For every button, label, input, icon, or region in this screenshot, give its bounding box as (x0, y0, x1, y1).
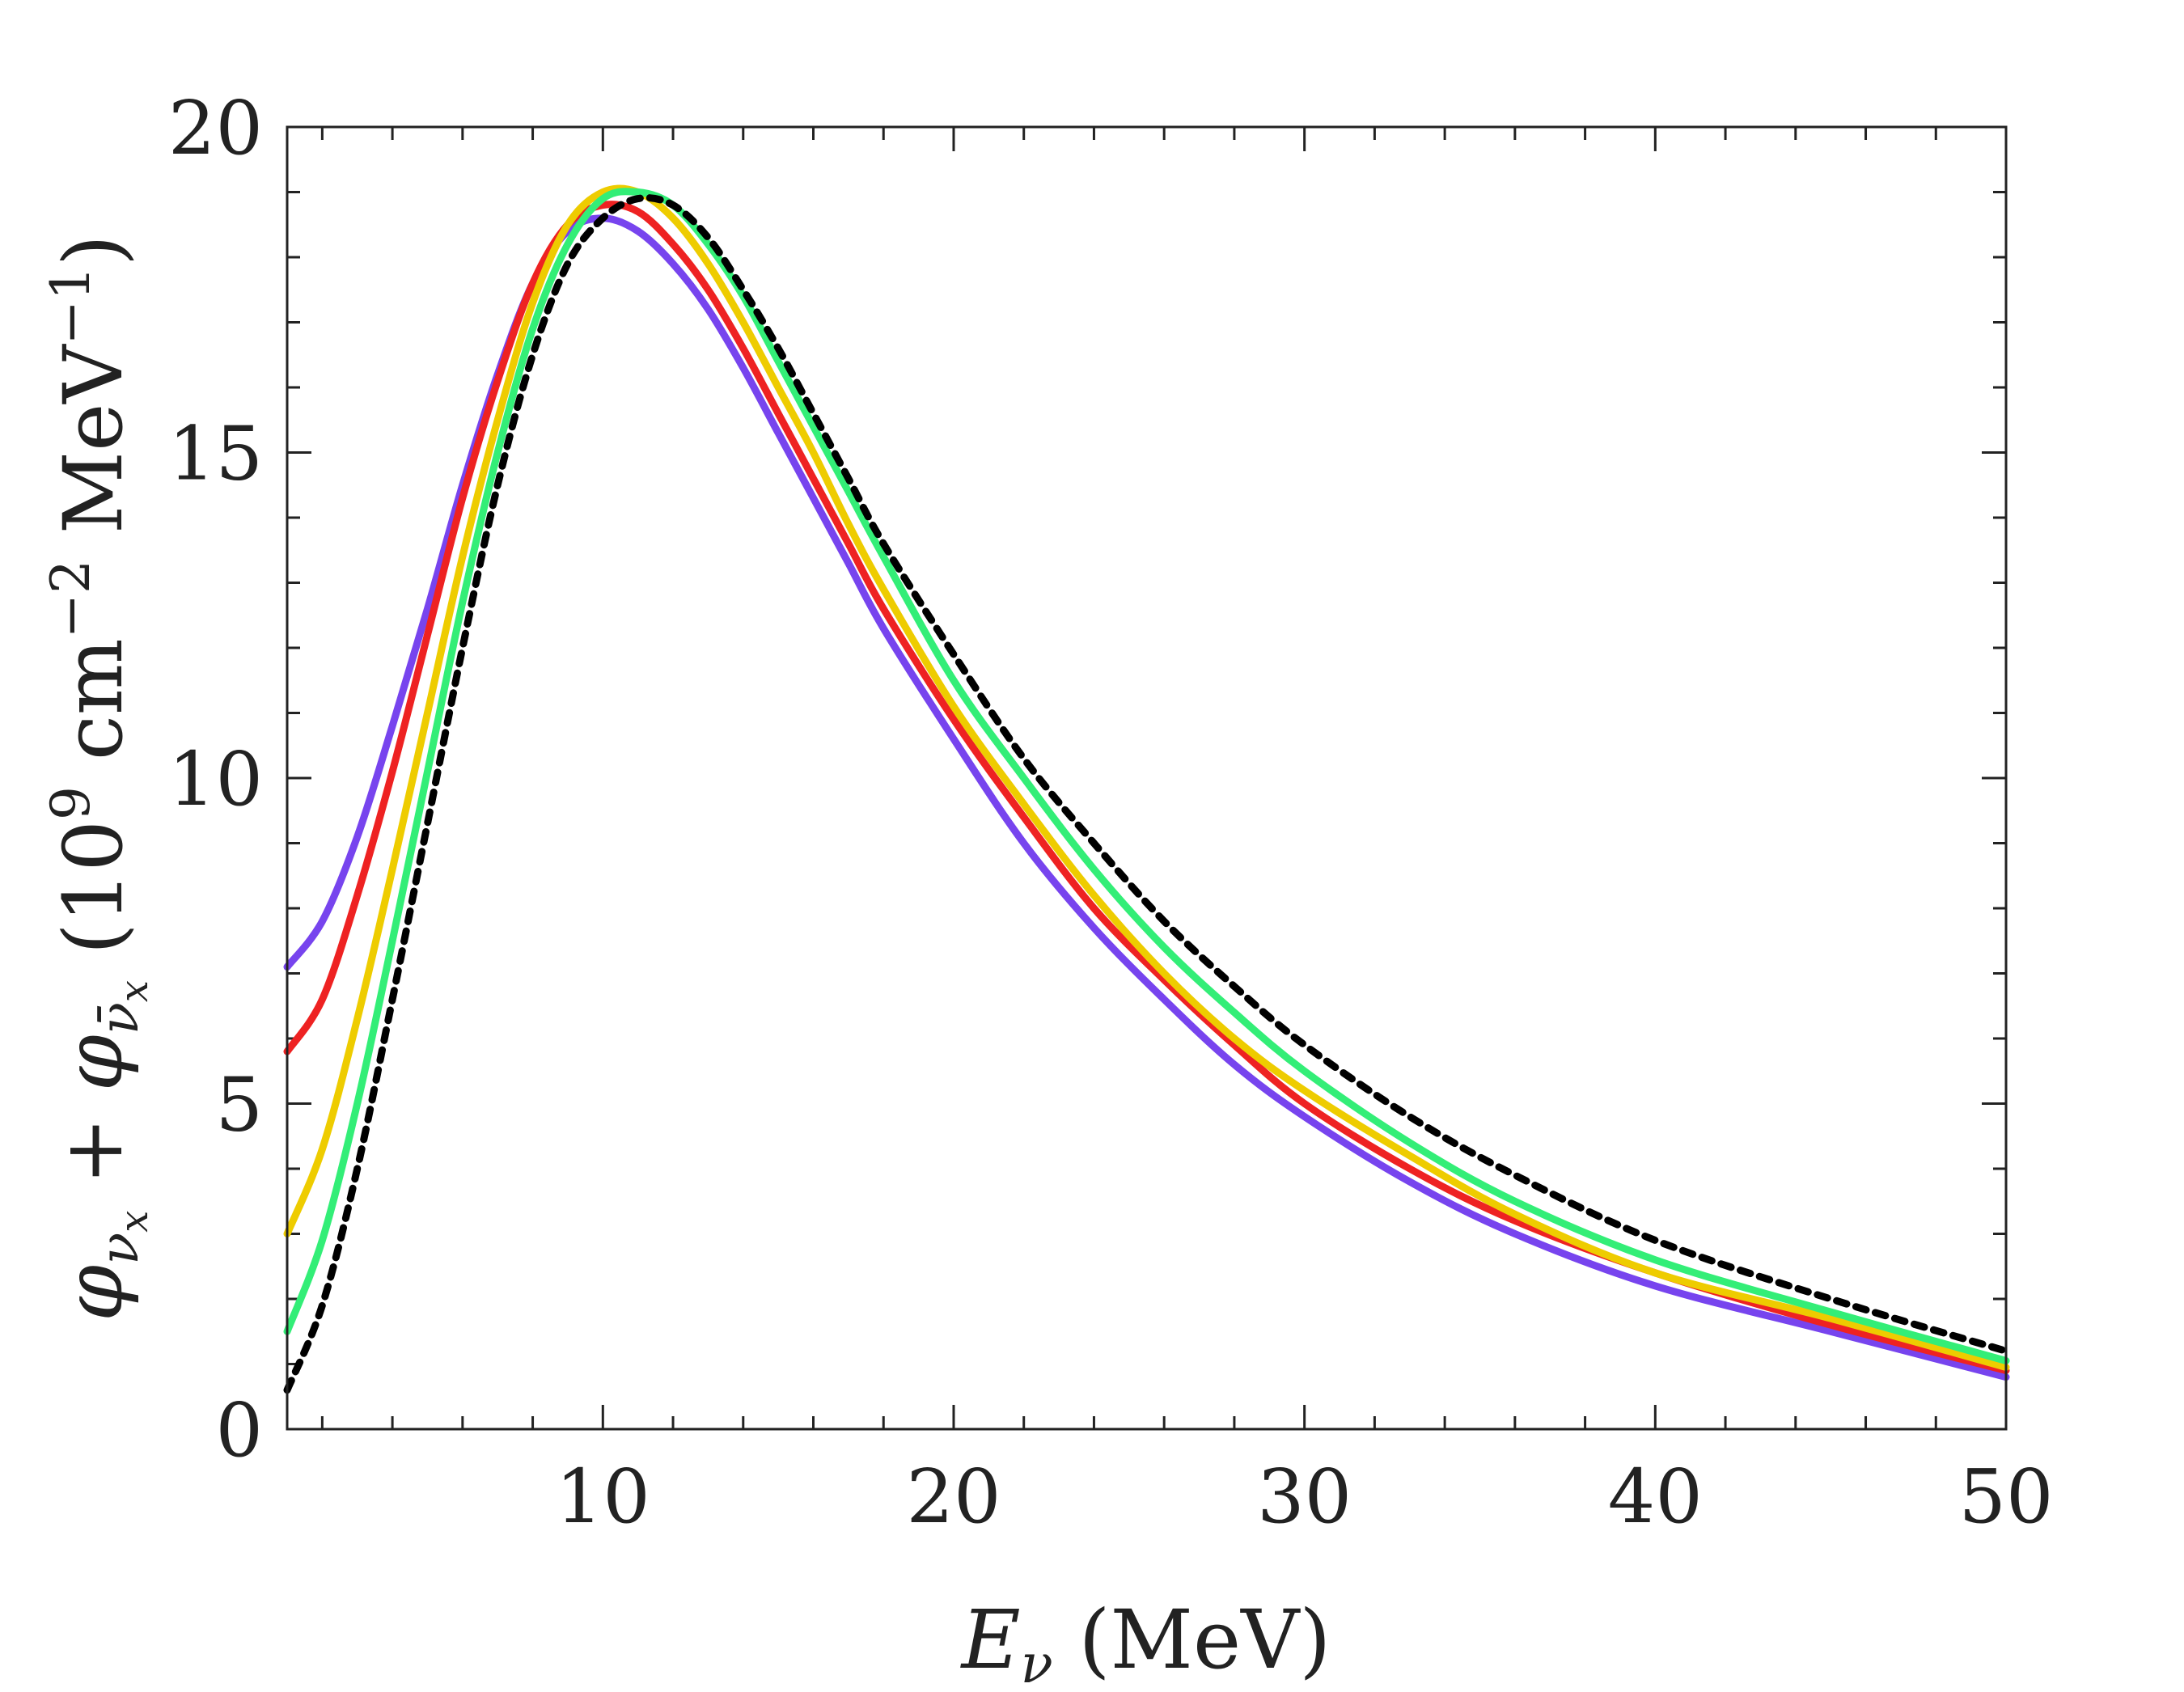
y-axis-end: ) (46, 235, 141, 266)
y-axis-subsub1: x (112, 1211, 157, 1233)
series-purple-line (283, 214, 2010, 1381)
y-axis-phi2: φ (46, 1034, 141, 1091)
y-axis-exp1: 9 (40, 786, 102, 820)
y-axis-plus: + (46, 1091, 141, 1210)
y-axis-mid: cm (46, 638, 141, 786)
series-black-dotted-line (283, 194, 2010, 1394)
x-tick-label: 40 (1608, 1453, 1703, 1540)
x-axis-subscript: ν (1021, 1633, 1053, 1692)
y-axis-exp3: −1 (40, 266, 102, 345)
y-tick-label: 20 (168, 85, 263, 171)
series-red-line (283, 201, 2010, 1374)
x-axis-unit: (MeV) (1053, 1593, 1331, 1687)
x-tick-label: 20 (906, 1453, 1001, 1540)
y-axis-subsub2: x (112, 980, 157, 1002)
series-yellow-line (283, 184, 2010, 1371)
y-axis-sub2: ν̄ (88, 1002, 150, 1034)
y-tick-label: 0 (215, 1387, 263, 1474)
x-tick-label: 30 (1257, 1453, 1352, 1540)
plot-frame (286, 125, 2008, 1431)
y-tick-label: 10 (168, 736, 263, 823)
series-green-line (283, 188, 2010, 1364)
y-axis-sub1: ν (88, 1233, 150, 1265)
y-axis-open: (10 (46, 820, 141, 980)
y-axis-phi1: φ (46, 1265, 141, 1322)
y-axis-close: MeV (46, 344, 141, 560)
x-axis-label: Eν (MeV) (960, 1593, 1331, 1692)
y-axis-label: φνx + φν̄x (109 cm−2 MeV−1) (40, 235, 157, 1322)
minor-ticks (287, 127, 2006, 1429)
x-axis-symbol: E (960, 1593, 1021, 1687)
x-tick-labels: 10 20 30 40 50 (556, 1453, 2054, 1540)
series-group (283, 184, 2010, 1394)
x-tick-label: 10 (556, 1453, 650, 1540)
y-axis-exp2: −2 (40, 560, 102, 638)
y-tick-label: 5 (215, 1062, 263, 1148)
x-tick-label: 50 (1958, 1453, 2053, 1540)
y-tick-label: 15 (168, 411, 263, 497)
y-tick-labels: 0 5 10 15 20 (168, 85, 263, 1474)
